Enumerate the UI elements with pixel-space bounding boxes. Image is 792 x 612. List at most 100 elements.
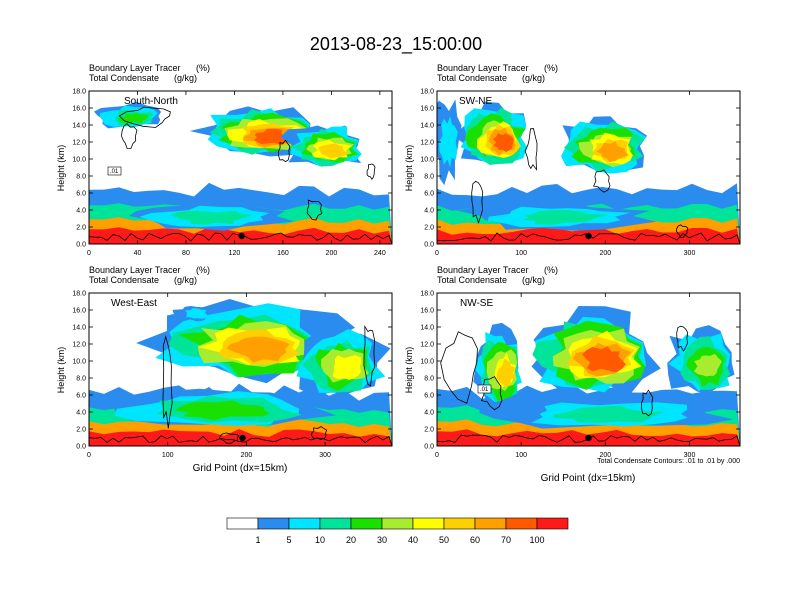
x-axis-label: Grid Point (dx=15km) [193, 463, 288, 474]
panel-subtitle-condensate-unit: (g/kg) [174, 73, 197, 83]
x-tick-label: 200 [326, 250, 338, 257]
colorbar-swatch [443, 517, 476, 530]
colorbar-swatch [350, 517, 383, 530]
x-tick-label: 200 [241, 452, 253, 459]
panel-subtitle-tracer: Boundary Layer Tracer [89, 265, 181, 275]
figure-title: 2013-08-23_15:00:00 [310, 34, 482, 55]
cloud-level-2 [184, 308, 208, 319]
condensate-contour [440, 331, 478, 404]
y-tick-label: 16.0 [420, 106, 434, 113]
cloud-level-9 [493, 133, 514, 153]
x-tick-label: 100 [162, 452, 174, 459]
y-tick-label: 12.0 [420, 140, 434, 147]
panel-subtitle-condensate-unit: (g/kg) [522, 275, 545, 285]
colorbar-label: 30 [377, 535, 387, 545]
y-tick-label: 18.0 [420, 291, 434, 298]
heatmap-field [89, 299, 392, 446]
panel-subtitle-condensate: Total Condensate [89, 73, 159, 83]
condensate-contour [121, 123, 138, 149]
plot-frame [436, 90, 741, 245]
colorbar-swatch [536, 517, 569, 530]
plot-area-west-east [89, 299, 392, 446]
y-tick-label: 4.0 [424, 410, 434, 417]
cloud-level-7 [318, 143, 348, 159]
y-tick-label: 14.0 [420, 325, 434, 332]
y-tick-label: 18.0 [420, 89, 434, 96]
panel-subtitle-tracer: Boundary Layer Tracer [89, 63, 181, 73]
panel-label: South-North [124, 96, 178, 107]
y-tick-label: 14.0 [420, 123, 434, 130]
y-tick-label: 2.0 [424, 427, 434, 434]
y-axis: 0.0 2.0 4.0 6.0 8.0 10.0 12.0 14.0 16.0 18.0 [420, 291, 740, 451]
y-tick-label: 4.0 [76, 208, 86, 215]
x-tick-label: 300 [319, 452, 331, 459]
y-tick-label: 4.0 [76, 410, 86, 417]
y-tick-label: 6.0 [76, 393, 86, 400]
x-tick-label: 160 [277, 250, 289, 257]
y-tick-label: 0.0 [76, 444, 86, 451]
x-tick-label: 300 [684, 250, 696, 257]
y-tick-label: 6.0 [76, 191, 86, 198]
x-tick-label: 0 [435, 250, 439, 257]
x-tick-label: 200 [599, 250, 611, 257]
contour-label: .01 [110, 169, 119, 175]
panel-label: SW-NE [459, 96, 492, 107]
plot-frame [88, 90, 393, 245]
y-tick-label: 10.0 [72, 359, 86, 366]
colorbar-label: 70 [501, 535, 511, 545]
condensate-contour [593, 169, 611, 193]
x-axis-label: Grid Point (dx=15km) [541, 473, 636, 484]
heatmap-field: .01 [437, 306, 740, 446]
x-axis: 0 40 80 120 160 200 240 [87, 91, 386, 257]
y-tick-label: 4.0 [424, 208, 434, 215]
panel-subtitle-tracer-unit: (%) [544, 265, 558, 275]
x-axis: 0 100 200 300 [435, 293, 695, 459]
y-tick-label: 10.0 [420, 157, 434, 164]
x-tick-label: 120 [229, 250, 241, 257]
cloud-level-7 [496, 358, 516, 387]
panel-subtitle-tracer: Boundary Layer Tracer [437, 265, 529, 275]
x-tick-label: 0 [87, 250, 91, 257]
y-axis-label: Height (km) [404, 347, 414, 394]
terrain-line [89, 232, 392, 244]
colorbar-label: 60 [470, 535, 480, 545]
y-tick-label: 8.0 [76, 376, 86, 383]
y-tick-label: 2.0 [76, 427, 86, 434]
y-tick-label: 18.0 [72, 89, 86, 96]
y-tick-label: 14.0 [72, 325, 86, 332]
location-marker [239, 434, 246, 442]
colorbar: 1 5 10 20 30 40 50 60 70 100 [226, 517, 569, 545]
colorbar-swatch [474, 517, 507, 530]
y-tick-label: 16.0 [72, 106, 86, 113]
heatmap-field: .01 [89, 101, 392, 244]
y-axis-label: Height (km) [56, 145, 66, 192]
cloud-level-9 [253, 128, 291, 145]
y-tick-label: 6.0 [424, 393, 434, 400]
cloud-level-3 [552, 405, 664, 423]
condensate-contour [641, 389, 654, 417]
y-axis: 0.0 2.0 4.0 6.0 8.0 10.0 12.0 14.0 16.0 18.0 [72, 291, 392, 451]
y-tick-label: 18.0 [72, 291, 86, 298]
condensate-contour [524, 128, 538, 171]
colorbar-swatch [412, 517, 445, 530]
x-tick-label: 0 [435, 452, 439, 459]
location-marker [585, 232, 592, 240]
cloud-level-3 [170, 210, 253, 225]
colorbar-swatch [257, 517, 290, 530]
panel-label: West-East [111, 298, 157, 309]
y-axis: 0.0 2.0 4.0 6.0 8.0 10.0 12.0 14.0 16.0 18.0 [72, 89, 392, 249]
terrain-line [437, 434, 740, 446]
panel-subtitle-condensate: Total Condensate [89, 275, 159, 285]
cloud-level-3 [523, 210, 609, 225]
panel-subtitle-tracer-unit: (%) [196, 63, 210, 73]
x-tick-label: 40 [134, 250, 142, 257]
colorbar-swatch [381, 517, 414, 530]
colorbar-label: 50 [439, 535, 449, 545]
cloud-level-4 [174, 400, 270, 421]
colorbar-label: 40 [408, 535, 418, 545]
x-tick-label: 0 [87, 452, 91, 459]
y-tick-label: 2.0 [76, 225, 86, 232]
y-tick-label: 8.0 [424, 376, 434, 383]
x-tick-label: 240 [374, 250, 386, 257]
panel-south-north: Boundary Layer Tracer (%) Total Condensa… [56, 63, 393, 257]
